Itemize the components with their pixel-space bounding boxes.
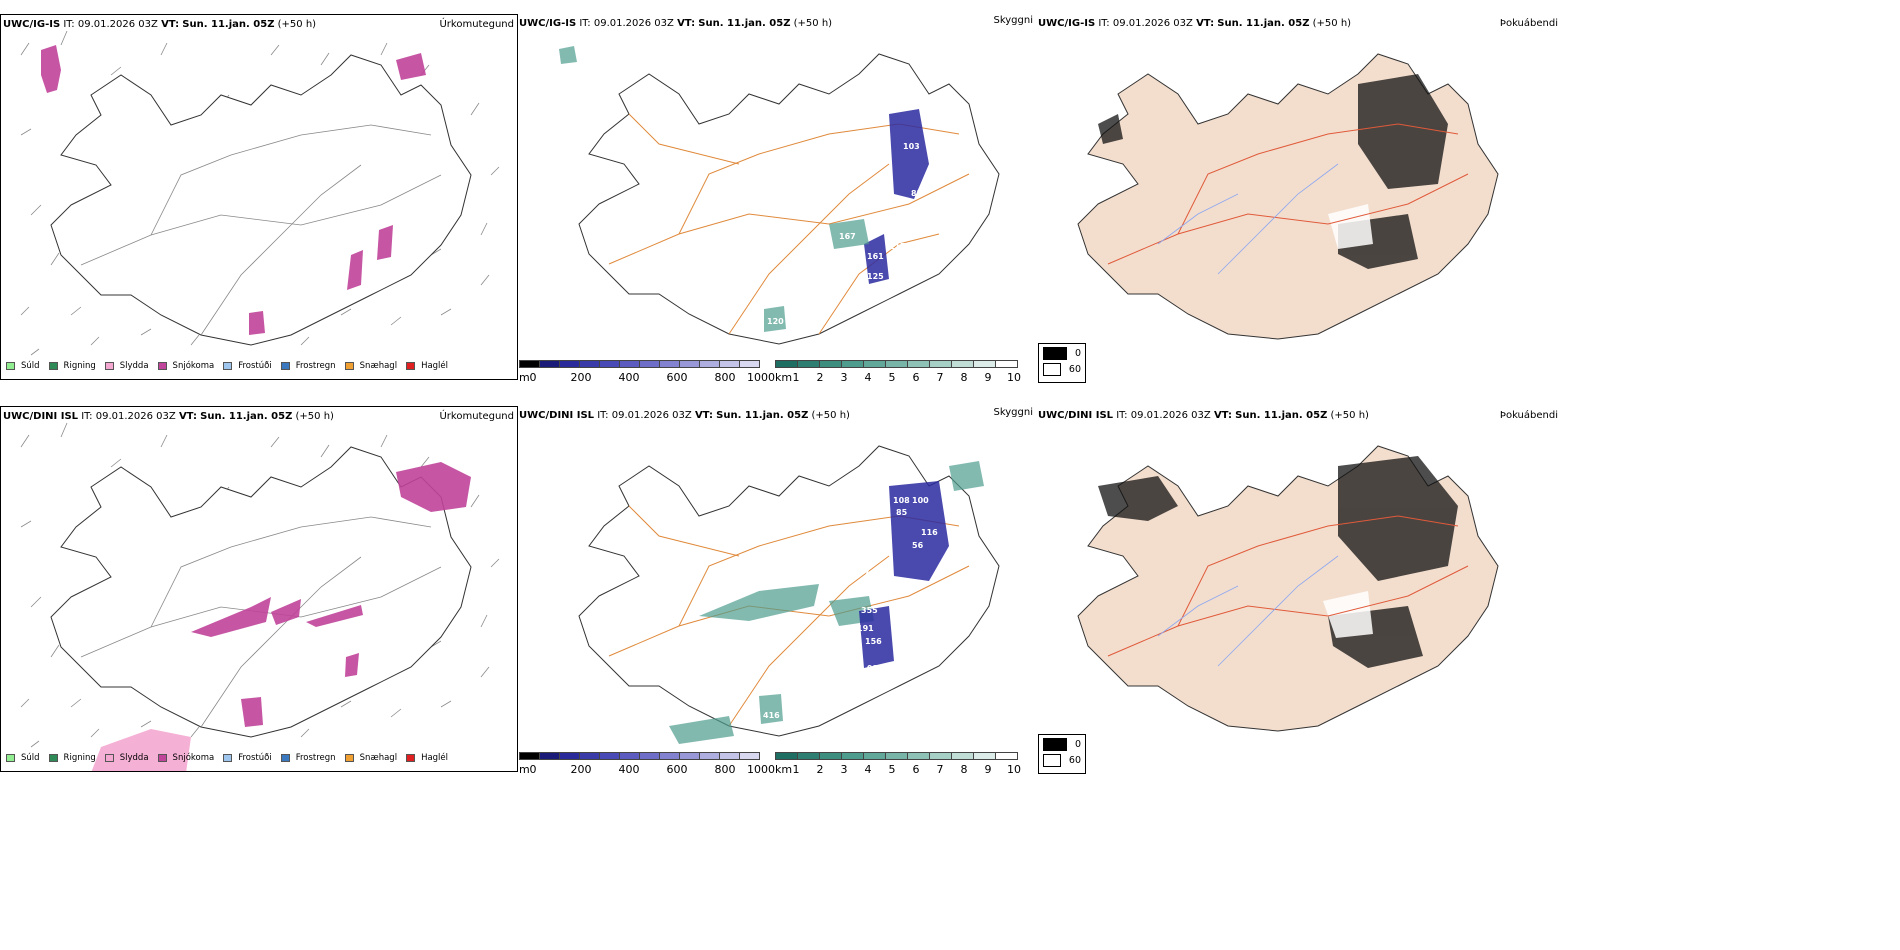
ceiling-label: 355 <box>861 606 878 615</box>
iceland-outline <box>1077 53 1499 340</box>
rivers <box>1157 163 1339 275</box>
ceiling-ticks-top: 0 200 400 600 800 1000 <box>529 371 776 384</box>
roads <box>80 124 442 336</box>
panel-title-precip: Úrkomutegund <box>439 411 514 422</box>
fog-legend-top: 0 60 <box>1038 343 1086 383</box>
panel-title-visibility: Skyggni <box>993 15 1033 26</box>
low-visibility-areas <box>559 46 869 332</box>
header-bottom-left: UWC/DINI ISL IT: 09.01.2026 03Z VT: Sun.… <box>3 411 334 422</box>
legend-item: Rigning <box>48 361 96 371</box>
visibility-panel-bottom: 108 100 85 85 116 56 77 355 191 156 84 9… <box>519 406 1035 776</box>
header-bottom-middle: UWC/DINI ISL IT: 09.01.2026 03Z VT: Sun.… <box>519 410 850 421</box>
legend-item: Slydda <box>104 753 149 763</box>
fog-panel-top: UWC/IG-IS IT: 09.01.2026 03Z VT: Sun. 11… <box>1038 14 1558 344</box>
legend-item: Súld <box>6 753 40 763</box>
precip-legend-top: Súld Rigning Slydda Snjókoma Frostúði Fr… <box>6 361 457 371</box>
panel-title-fog: Þokuábendi <box>1499 18 1558 29</box>
visibility-ticks-top: 1 2 3 4 5 6 7 8 9 10 <box>792 371 1022 384</box>
visibility-unit: km <box>775 371 793 384</box>
fog-legend-bottom: 0 60 <box>1038 734 1086 774</box>
legend-item: Snjókoma <box>157 753 214 763</box>
visibility-map-top: 103 85 82 117 161 125 167 120 <box>559 46 1000 345</box>
legend-item: Frostúði <box>223 753 272 763</box>
ceiling-label: 85 <box>911 202 923 211</box>
iceland-outline <box>578 53 1000 345</box>
visibility-ticks-bottom: 1 2 3 4 5 6 7 8 9 10 <box>792 763 1022 776</box>
fog-areas <box>1098 456 1458 668</box>
ceiling-labels-bottom: 108 100 85 85 116 56 77 355 191 156 84 9… <box>763 496 955 720</box>
ceiling-label: 85 <box>896 508 908 517</box>
legend-item: Snjókoma <box>157 361 214 371</box>
precip-map-top <box>20 30 500 356</box>
legend-item: Slydda <box>104 361 149 371</box>
legend-item: Haglél <box>406 361 448 371</box>
low-ceiling-areas <box>859 481 949 668</box>
visibility-colorbar-bottom <box>775 752 1018 760</box>
header-bottom-right: UWC/DINI ISL IT: 09.01.2026 03Z VT: Sun.… <box>1038 410 1369 421</box>
legend-item: Frostregn <box>280 361 336 371</box>
ceiling-unit: m <box>519 763 530 776</box>
panel-title-fog: Þokuábendi <box>1499 410 1558 421</box>
ceiling-unit: m <box>519 371 530 384</box>
precip-legend-bottom: Súld Rigning Slydda Snjókoma Frostúði Fr… <box>6 753 457 763</box>
sleet-area <box>91 729 191 771</box>
iceland-outline <box>50 54 472 346</box>
ceiling-labels-top: 103 85 82 117 161 125 167 120 <box>767 142 923 326</box>
ceiling-label: 161 <box>867 252 884 261</box>
header-top-left: UWC/IG-IS IT: 09.01.2026 03Z VT: Sun. 11… <box>3 19 317 30</box>
visibility-map-bottom: 108 100 85 85 116 56 77 355 191 156 84 9… <box>578 445 1000 744</box>
precip-type-panel-bottom: UWC/DINI ISL IT: 09.01.2026 03Z VT: Sun.… <box>0 406 518 772</box>
ceiling-label: 77 <box>859 567 870 576</box>
fog-map-top <box>1077 53 1499 340</box>
ceiling-label: 416 <box>763 711 780 720</box>
header-top-middle: UWC/IG-IS IT: 09.01.2026 03Z VT: Sun. 11… <box>519 18 833 29</box>
panel-title-visibility: Skyggni <box>993 407 1033 418</box>
ceiling-label: 86 <box>916 608 928 617</box>
legend-item: Súld <box>6 361 40 371</box>
ceiling-label: 84 <box>892 634 904 643</box>
header-top-right: UWC/IG-IS IT: 09.01.2026 03Z VT: Sun. 11… <box>1038 18 1352 29</box>
low-ceiling-areas <box>864 109 929 284</box>
visibility-unit: km <box>775 763 793 776</box>
roads <box>1107 515 1469 657</box>
precip-type-panel-top: UWC/IG-IS IT: 09.01.2026 03Z VT: Sun. 11… <box>0 14 518 380</box>
ceiling-colorbar-bottom <box>519 752 760 760</box>
ceiling-label: 167 <box>839 232 856 241</box>
legend-item: Frostregn <box>280 753 336 763</box>
fog-panel-bottom: UWC/DINI ISL IT: 09.01.2026 03Z VT: Sun.… <box>1038 406 1558 736</box>
snowfall-areas <box>191 462 471 727</box>
ceiling-label: 125 <box>867 272 884 281</box>
ceiling-label: 82 <box>911 189 922 198</box>
fog-area-white <box>1323 591 1373 638</box>
legend-item: Frostúði <box>223 361 272 371</box>
ceiling-label: 156 <box>865 637 882 646</box>
ceiling-label: 116 <box>921 528 938 537</box>
ceiling-label: 108 <box>893 496 910 505</box>
ceiling-label: 85 <box>943 502 955 511</box>
legend-item: Snæhagl <box>344 753 397 763</box>
legend-item: Snæhagl <box>344 361 397 371</box>
ceiling-colorbar-top <box>519 360 760 368</box>
ceiling-label: 93 <box>867 664 878 673</box>
low-visibility-areas <box>669 461 984 744</box>
roads <box>1107 123 1469 265</box>
fog-map-bottom <box>1077 445 1499 732</box>
ceiling-label: 100 <box>912 496 929 505</box>
panel-title-precip: Úrkomutegund <box>439 19 514 30</box>
ceiling-label: 56 <box>912 541 924 550</box>
rivers <box>1157 555 1339 667</box>
visibility-panel-top: 103 85 82 117 161 125 167 120 UWC/IG-IS … <box>519 14 1035 384</box>
snowfall-areas <box>41 45 426 335</box>
precip-map-bottom <box>20 422 500 771</box>
legend-item: Haglél <box>406 753 448 763</box>
legend-item: Rigning <box>48 753 96 763</box>
ceiling-label: 103 <box>903 142 920 151</box>
visibility-colorbar-top <box>775 360 1018 368</box>
ceiling-label: 191 <box>857 624 874 633</box>
ceiling-ticks-bottom: 0 200 400 600 800 1000 <box>529 763 776 776</box>
ceiling-label: 117 <box>889 242 906 251</box>
ceiling-label: 120 <box>767 317 784 326</box>
